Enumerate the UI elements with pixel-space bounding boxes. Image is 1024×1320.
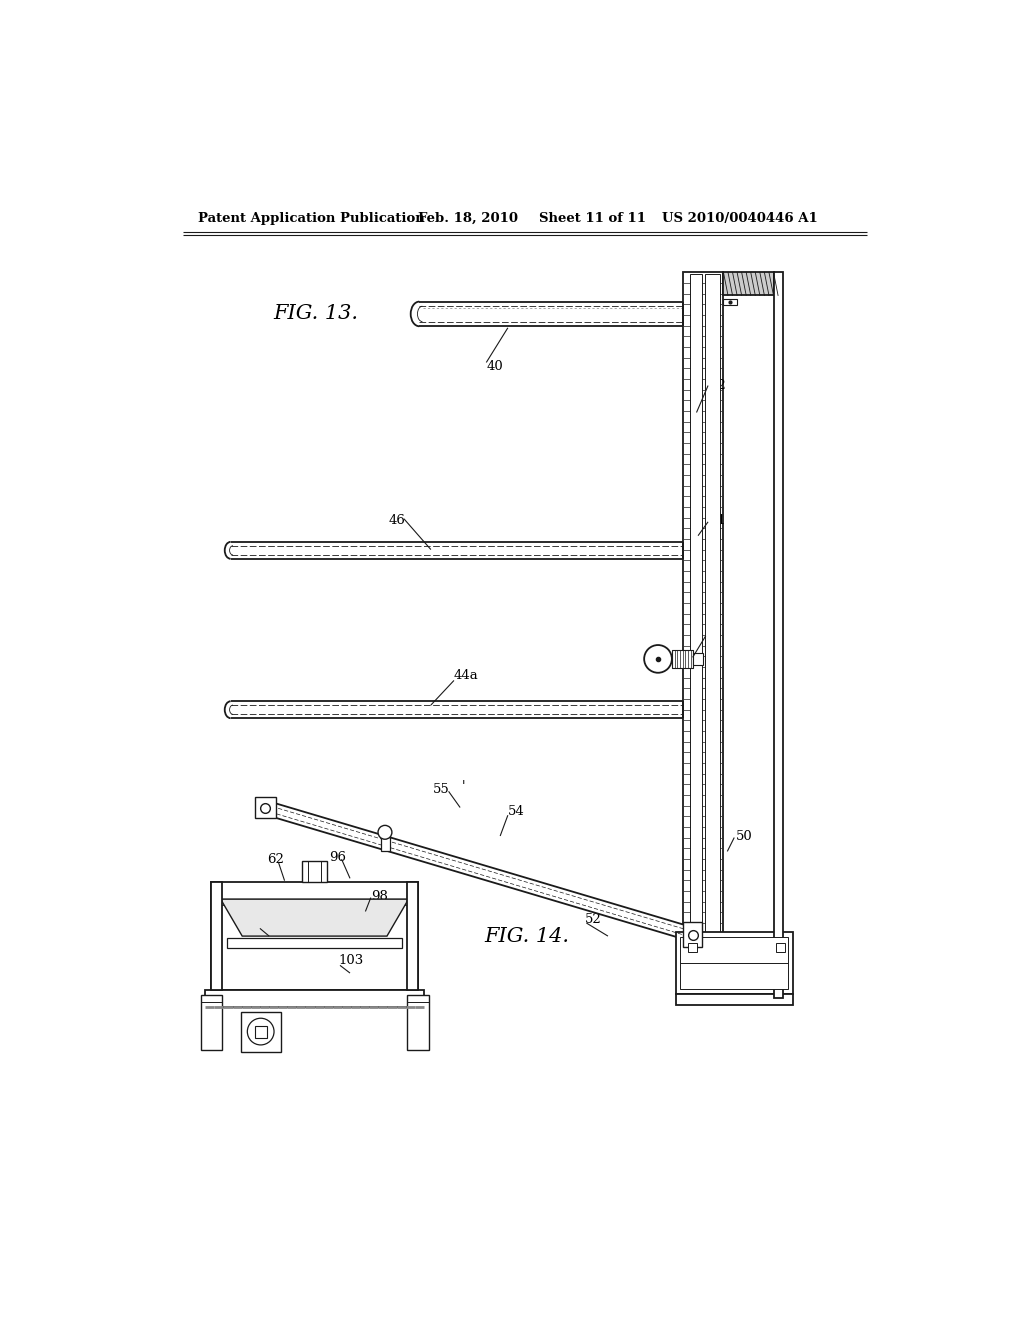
Text: ': ' <box>462 780 465 793</box>
Text: 40: 40 <box>486 360 503 372</box>
Bar <box>407 995 429 1051</box>
Text: 52: 52 <box>585 912 602 925</box>
Bar <box>407 882 418 990</box>
Text: 98: 98 <box>371 890 388 903</box>
Text: 53: 53 <box>706 628 723 640</box>
Bar <box>676 994 793 1005</box>
Circle shape <box>378 825 392 840</box>
Text: Sheet 11 of 11: Sheet 11 of 11 <box>539 213 646 224</box>
Text: FIG. 14.: FIG. 14. <box>484 927 569 945</box>
Bar <box>683 272 724 998</box>
Bar <box>683 923 701 946</box>
Bar <box>302 861 327 882</box>
Bar <box>381 837 390 851</box>
Bar <box>680 697 724 722</box>
Text: US 2010/0040446 A1: US 2010/0040446 A1 <box>662 213 817 224</box>
Circle shape <box>644 645 672 673</box>
Bar <box>724 298 737 305</box>
Bar <box>205 990 424 1007</box>
Text: Feb. 18, 2010: Feb. 18, 2010 <box>418 213 518 224</box>
Bar <box>676 932 793 994</box>
Bar <box>680 937 788 989</box>
Bar <box>688 942 697 952</box>
Bar <box>693 653 702 665</box>
Bar <box>672 649 693 668</box>
Text: 96: 96 <box>330 851 346 865</box>
Text: FIG. 13.: FIG. 13. <box>273 305 358 323</box>
Text: 55: 55 <box>432 783 450 796</box>
Text: 50: 50 <box>736 829 753 842</box>
Text: Patent Application Publication: Patent Application Publication <box>199 213 425 224</box>
Bar <box>689 275 701 997</box>
Text: 46: 46 <box>388 513 406 527</box>
Bar <box>255 797 276 818</box>
Bar <box>226 937 402 948</box>
Bar <box>211 882 418 990</box>
Text: 103: 103 <box>339 954 364 968</box>
Text: 44a: 44a <box>454 669 478 682</box>
Polygon shape <box>220 899 409 936</box>
Text: 51: 51 <box>710 513 726 527</box>
Text: 62: 62 <box>267 853 285 866</box>
Bar <box>705 275 720 997</box>
Text: 54: 54 <box>508 805 524 818</box>
Text: 104: 104 <box>243 920 267 933</box>
Bar <box>201 995 222 1051</box>
Bar <box>773 272 782 998</box>
Bar <box>211 882 222 990</box>
Bar <box>724 272 773 296</box>
Bar <box>776 942 785 952</box>
Polygon shape <box>263 801 694 941</box>
Text: 42: 42 <box>710 379 726 392</box>
Bar <box>241 1011 281 1052</box>
